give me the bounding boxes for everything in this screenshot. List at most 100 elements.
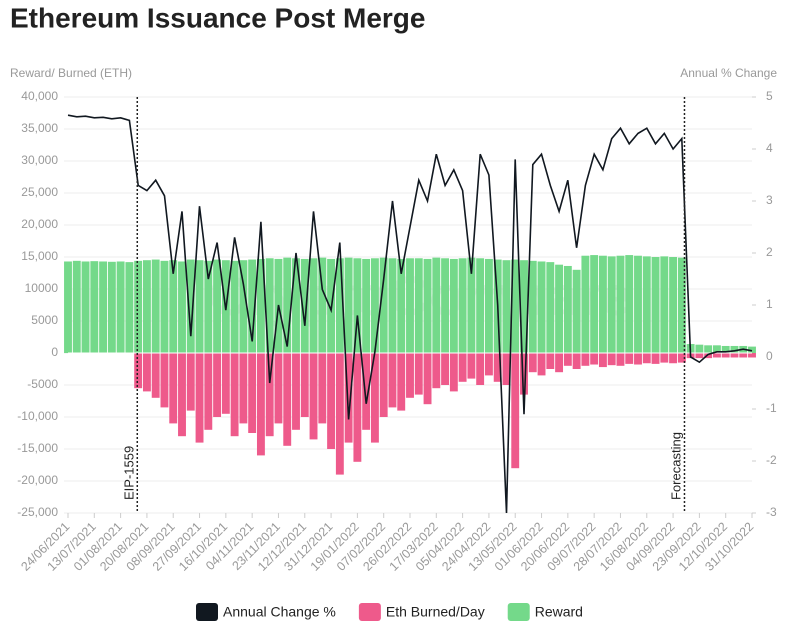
y2-tick-label: -1 [766, 401, 777, 415]
bar [195, 260, 204, 353]
bar [441, 258, 450, 353]
bar [64, 261, 72, 353]
legend-swatch [358, 603, 381, 621]
bar [432, 257, 441, 353]
bar [204, 260, 213, 353]
bar [370, 258, 379, 353]
bar [748, 346, 756, 353]
bar [221, 353, 230, 414]
bar [721, 345, 730, 353]
y2-tick-label: 1 [766, 297, 773, 311]
bar [449, 258, 458, 353]
bar [712, 345, 721, 353]
bar [274, 353, 283, 424]
bar [695, 344, 704, 353]
bar [178, 353, 186, 437]
bar [528, 260, 537, 353]
bar [528, 353, 537, 373]
bar [616, 353, 625, 366]
bar [239, 260, 248, 353]
bar [484, 353, 493, 376]
bar [581, 255, 590, 353]
bar [204, 353, 213, 430]
y2-tick-label: 3 [766, 193, 773, 207]
bar [195, 353, 204, 443]
legend-swatch [507, 603, 530, 621]
bar [669, 257, 678, 353]
bar [546, 353, 555, 369]
bar [406, 353, 414, 398]
bar [432, 353, 441, 389]
bar [107, 261, 116, 353]
bar [300, 258, 309, 353]
bar [344, 353, 353, 443]
bar [642, 256, 651, 353]
bar [335, 258, 344, 353]
bar [520, 260, 528, 353]
legend-label: Reward [535, 604, 583, 620]
bar [607, 353, 616, 366]
bar [283, 353, 292, 446]
bar [625, 255, 634, 353]
legend-label: Annual Change % [223, 604, 336, 620]
bar [704, 353, 713, 359]
bar [484, 258, 493, 353]
bar [537, 353, 546, 376]
y-tick-label: -15,000 [17, 441, 58, 455]
bar [721, 353, 730, 358]
bar [642, 353, 651, 364]
bar [581, 353, 590, 366]
bar [300, 353, 309, 417]
bar [283, 257, 292, 353]
bar [248, 259, 257, 353]
bar [230, 260, 239, 353]
bar [616, 255, 625, 353]
chart-title: Ethereum Issuance Post Merge [10, 2, 425, 33]
bar [256, 353, 265, 456]
bar [353, 353, 362, 462]
bar [651, 257, 660, 353]
bar [748, 353, 756, 358]
bar [695, 353, 704, 359]
bar [99, 261, 108, 353]
y2-tick-label: -3 [766, 505, 777, 519]
bar [406, 258, 414, 353]
bar [134, 260, 143, 353]
bar [634, 255, 642, 353]
bar [248, 353, 257, 433]
bar [625, 353, 634, 364]
bar [125, 262, 134, 353]
bar [388, 258, 397, 353]
bar [590, 255, 599, 353]
bar [414, 258, 423, 353]
bar [186, 259, 195, 353]
bar [555, 353, 564, 373]
bar [388, 353, 397, 408]
bar [116, 261, 125, 353]
y2-tick-label: 5 [766, 89, 773, 103]
bar [362, 258, 371, 353]
bar [520, 353, 528, 395]
bar [230, 353, 239, 437]
legend-label: Eth Burned/Day [386, 604, 485, 620]
bar [739, 353, 748, 358]
bar [563, 265, 572, 353]
bar [660, 256, 669, 353]
y2-axis-title: Annual % Change [680, 66, 777, 80]
bar [563, 353, 572, 366]
bar [335, 353, 344, 475]
bar [169, 353, 178, 424]
bar [414, 353, 423, 395]
bar [651, 353, 660, 364]
bar [90, 261, 99, 353]
bar [572, 353, 581, 369]
bar [265, 353, 274, 437]
y-tick-label: -20,000 [17, 473, 58, 487]
bar [239, 353, 248, 424]
bar [344, 257, 353, 353]
y-tick-label: 0 [51, 345, 58, 359]
bar [327, 353, 336, 449]
bar [511, 353, 520, 469]
bar [572, 269, 581, 353]
